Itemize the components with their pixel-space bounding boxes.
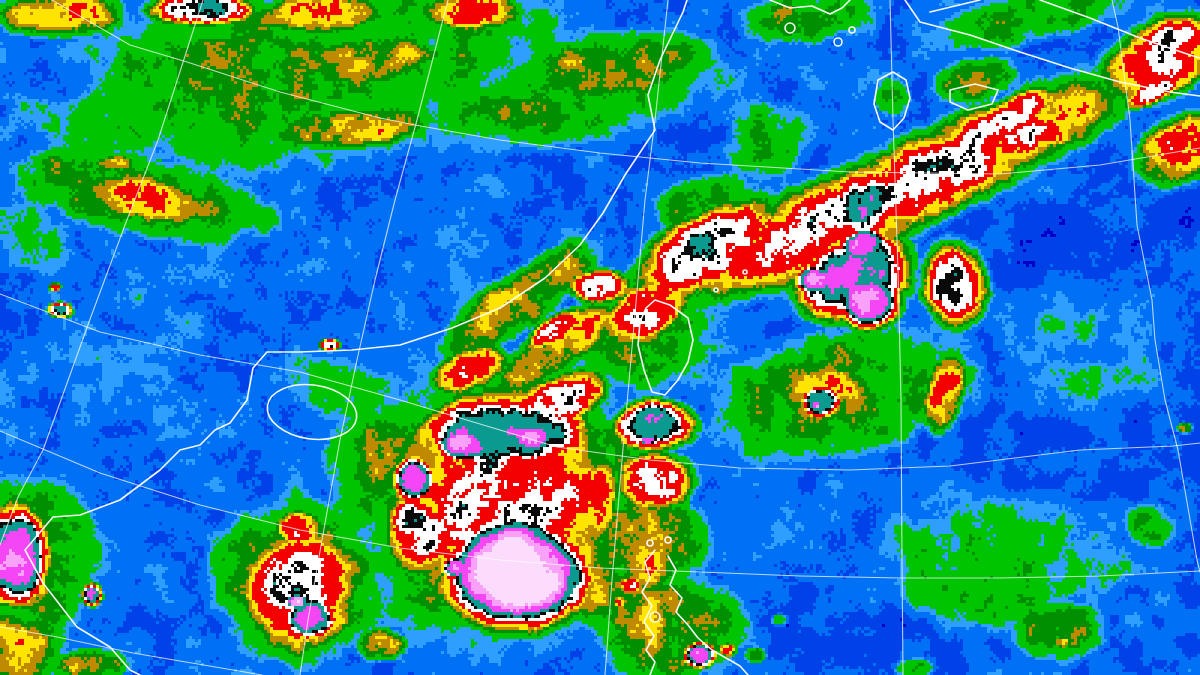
satellite-map bbox=[0, 0, 1200, 675]
satellite-image-canvas bbox=[0, 0, 1200, 675]
